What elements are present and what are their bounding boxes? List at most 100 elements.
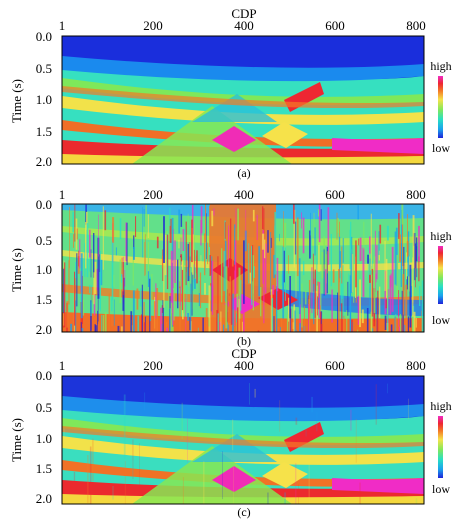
x-tick-labels: 1 200 400 600 800 bbox=[59, 358, 426, 373]
noise-streak bbox=[228, 229, 230, 250]
x-tick-label: 200 bbox=[143, 358, 163, 373]
noise-streak bbox=[227, 324, 230, 332]
noise-streak bbox=[171, 302, 173, 332]
noise-streak bbox=[216, 310, 218, 332]
noise-streak bbox=[228, 295, 230, 332]
noise-streak bbox=[70, 323, 73, 332]
noise-streak bbox=[296, 217, 299, 277]
plot-frame bbox=[61, 203, 425, 333]
noise-streak bbox=[132, 290, 135, 332]
noise-streak bbox=[350, 221, 352, 253]
noise-streak bbox=[233, 466, 234, 504]
noise-streak bbox=[203, 461, 205, 504]
noise-streak bbox=[318, 245, 320, 272]
y-tick-label: 0.5 bbox=[36, 233, 52, 248]
noise-streak bbox=[204, 233, 206, 276]
noise-streak bbox=[400, 210, 403, 270]
noise-streak bbox=[308, 280, 311, 332]
noise-streak bbox=[251, 246, 253, 306]
noise-streak bbox=[395, 317, 397, 332]
noise-streak bbox=[252, 209, 255, 222]
noise-streak bbox=[386, 225, 389, 241]
noise-streak bbox=[124, 461, 126, 504]
noise-streak bbox=[147, 242, 149, 275]
noise-streak bbox=[147, 214, 149, 238]
noise-streak bbox=[164, 235, 167, 276]
noise-streak bbox=[254, 388, 256, 398]
noise-streak bbox=[120, 274, 122, 283]
noise-streak bbox=[178, 209, 181, 234]
panel-b: 1 200 400 600 800 0.0 0.5 1.0 1.5 2.0 Ti… bbox=[9, 187, 452, 348]
noise-streak bbox=[353, 262, 355, 303]
noise-streak bbox=[135, 216, 137, 237]
noise-streak bbox=[94, 325, 97, 332]
noise-streak bbox=[213, 208, 215, 216]
noise-streak bbox=[111, 315, 113, 327]
noise-streak bbox=[108, 293, 110, 332]
noise-streak bbox=[295, 463, 297, 504]
noise-streak bbox=[343, 315, 345, 332]
noise-streak bbox=[193, 264, 195, 283]
noise-streak bbox=[391, 246, 394, 312]
noise-streak bbox=[217, 256, 219, 318]
noise-streak bbox=[357, 295, 360, 325]
noise-streak bbox=[270, 237, 272, 248]
noise-streak bbox=[260, 287, 262, 317]
noise-streak bbox=[187, 213, 189, 236]
noise-streak bbox=[400, 314, 402, 332]
noise-streak bbox=[316, 238, 318, 292]
noise-streak bbox=[121, 257, 123, 275]
noise-streak bbox=[237, 307, 239, 332]
colorbar-low-label: low bbox=[432, 141, 450, 155]
noise-streak bbox=[145, 205, 147, 237]
noise-streak bbox=[389, 275, 392, 315]
noise-streak bbox=[398, 293, 400, 327]
noise-streak bbox=[264, 239, 266, 259]
noise-streak bbox=[409, 264, 412, 328]
noise-streak bbox=[206, 213, 207, 259]
noise-streak bbox=[123, 277, 125, 332]
noise-streak bbox=[162, 300, 164, 332]
noise-streak bbox=[143, 209, 145, 227]
noise-streak bbox=[377, 290, 379, 332]
seismic-section-denoised bbox=[62, 376, 424, 504]
noise-streak bbox=[293, 304, 295, 332]
noise-streak bbox=[256, 214, 258, 240]
noise-streak bbox=[367, 247, 369, 282]
noise-streak bbox=[407, 214, 408, 257]
noise-streak bbox=[413, 311, 416, 332]
noise-streak bbox=[156, 236, 159, 249]
noise-streak bbox=[179, 257, 181, 287]
panel-label: (c) bbox=[237, 505, 250, 519]
noise-streak bbox=[229, 276, 231, 332]
noise-streak bbox=[320, 312, 322, 332]
noise-streak bbox=[185, 298, 187, 332]
noise-streak bbox=[371, 266, 373, 281]
noise-streak bbox=[186, 272, 188, 313]
noise-streak bbox=[279, 233, 280, 242]
noise-streak bbox=[263, 208, 265, 234]
noise-streak bbox=[166, 327, 168, 332]
noise-streak bbox=[89, 284, 90, 294]
y-tick-label: 1.5 bbox=[36, 124, 52, 139]
noise-streak bbox=[337, 218, 339, 234]
y-tick-label: 2.0 bbox=[36, 322, 52, 337]
residual-noise bbox=[63, 383, 424, 504]
noise-streak bbox=[351, 319, 353, 332]
noise-streak bbox=[258, 246, 261, 297]
noise-streak bbox=[94, 261, 97, 294]
noise-streak bbox=[367, 254, 369, 264]
noise-streak bbox=[414, 233, 416, 281]
noise-streak bbox=[295, 267, 297, 298]
x-axis-title: CDP bbox=[231, 346, 256, 361]
noise-streak bbox=[149, 278, 151, 332]
noise-streak bbox=[284, 222, 287, 248]
noise-streak bbox=[209, 286, 211, 301]
noise-streak bbox=[359, 279, 361, 328]
noise-streak bbox=[180, 213, 183, 227]
noise-streak bbox=[75, 218, 78, 250]
noise-streak bbox=[192, 234, 194, 275]
noise-streak bbox=[93, 233, 95, 278]
noise-streak bbox=[123, 394, 126, 459]
noise-streak bbox=[267, 492, 269, 504]
